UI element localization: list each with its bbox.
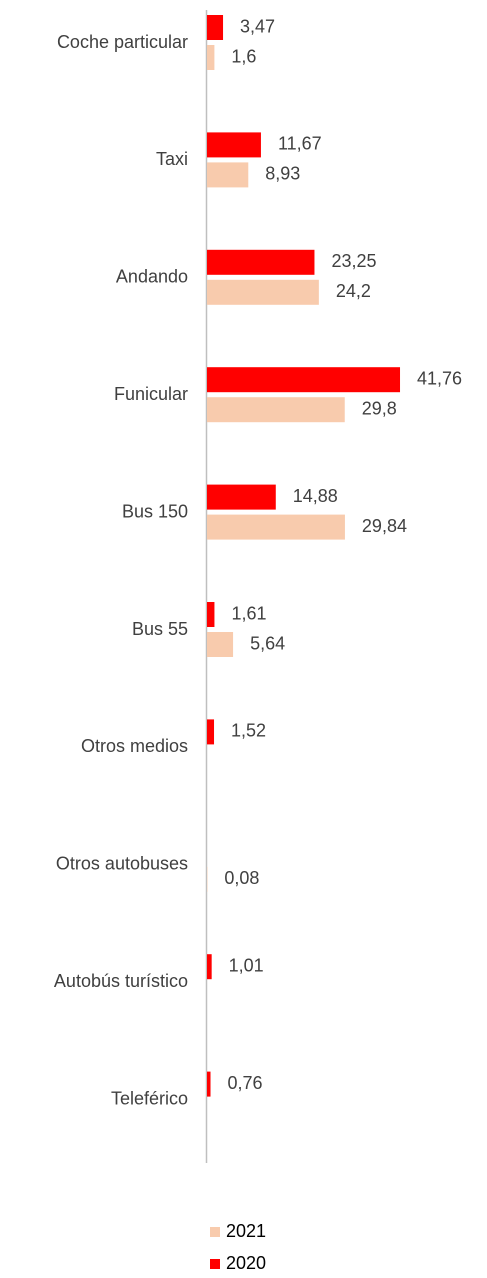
value-label: 1,52	[231, 721, 266, 741]
category-label: Andando	[116, 267, 188, 287]
value-label: 5,64	[250, 633, 285, 653]
bar	[207, 514, 345, 540]
category-label: Autobús turístico	[54, 971, 188, 991]
value-label: 1,61	[231, 603, 266, 623]
bar	[207, 162, 249, 188]
bar	[207, 719, 215, 745]
category-label: Funicular	[114, 384, 188, 404]
bar	[207, 1071, 211, 1097]
bar	[207, 45, 215, 70]
bar	[207, 397, 345, 423]
value-label: 41,76	[417, 368, 462, 388]
value-label: 23,25	[331, 251, 376, 271]
value-label: 1,01	[229, 955, 264, 975]
bar	[207, 279, 319, 305]
value-label: 0,08	[224, 868, 259, 888]
value-label: 1,6	[231, 46, 256, 66]
value-label: 3,47	[240, 16, 275, 36]
category-label: Otros medios	[81, 736, 188, 756]
category-label: Otros autobuses	[56, 854, 188, 874]
bar	[207, 15, 224, 40]
value-label: 29,84	[362, 516, 407, 536]
bar	[207, 632, 234, 657]
value-label: 29,8	[362, 398, 397, 418]
legend-swatch	[210, 1259, 220, 1269]
category-label: Bus 150	[122, 501, 188, 521]
category-label: Bus 55	[132, 619, 188, 639]
value-label: 11,67	[278, 134, 322, 154]
bar	[207, 367, 401, 393]
value-label: 14,88	[293, 486, 338, 506]
bar	[207, 249, 315, 275]
bar	[207, 132, 261, 158]
category-label: Taxi	[156, 149, 188, 169]
category-label: Teleférico	[111, 1088, 188, 1108]
legend-label: 2021	[226, 1221, 266, 1241]
value-label: 24,2	[336, 281, 371, 301]
bar	[207, 484, 276, 510]
legend-label: 2020	[226, 1253, 266, 1273]
bar	[207, 602, 215, 627]
value-label: 8,93	[265, 164, 300, 184]
bar	[207, 954, 212, 980]
value-label: 0,76	[228, 1073, 263, 1093]
category-label: Coche particular	[57, 32, 188, 52]
legend-swatch	[210, 1227, 220, 1237]
